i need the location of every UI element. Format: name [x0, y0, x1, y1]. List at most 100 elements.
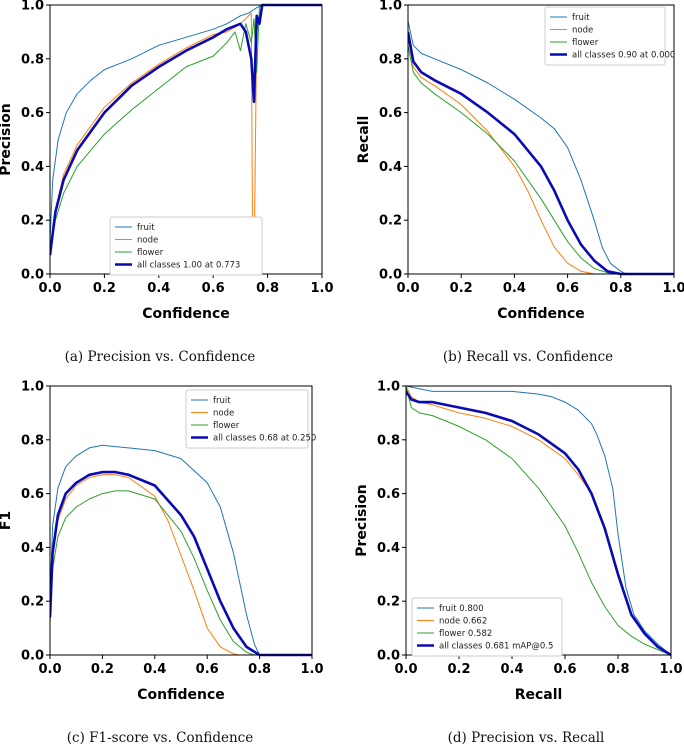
x-axis-label: Confidence: [497, 306, 585, 322]
x-tick-label: 0.2: [447, 662, 470, 677]
series-line-2: [406, 385, 671, 656]
y-tick-label: 0.6: [21, 106, 44, 121]
x-tick-label: 0.8: [248, 662, 271, 677]
y-tick-label: 0.0: [21, 268, 44, 283]
legend-label: node: [213, 409, 234, 419]
legend-label: all classes 1.00 at 0.773: [137, 261, 240, 271]
legend-label: all classes 0.90 at 0.000: [572, 51, 675, 61]
x-tick-label: 0.4: [147, 281, 170, 296]
legend-label: flower: [137, 248, 164, 258]
x-axis-label: Recall: [515, 687, 563, 703]
x-tick-label: 0.6: [553, 662, 576, 677]
y-tick-label: 0.4: [377, 541, 400, 556]
legend-box: [544, 6, 666, 66]
y-tick-label: 0.6: [21, 487, 44, 502]
legend-box: [411, 597, 563, 657]
series-line-3: [408, 31, 674, 276]
y-tick-label: 0.2: [377, 595, 400, 610]
plot-frame: [49, 385, 313, 656]
legend: fruit node flower all classes 1.00 at 0.773: [109, 216, 263, 276]
y-tick-label: 0.0: [21, 649, 44, 664]
series-line-0: [406, 385, 671, 656]
x-tick-label: 1.0: [300, 662, 323, 677]
y-tick-label: 1.0: [379, 0, 402, 14]
series-line-2: [50, 4, 322, 253]
legend-label: flower 0.582: [439, 629, 492, 639]
series-line-0: [50, 444, 312, 656]
y-tick-label: 0.4: [21, 541, 44, 556]
series-group: [408, 20, 674, 276]
y-tick-label: 0.4: [379, 160, 402, 175]
series-line-3: [406, 390, 671, 657]
x-tick-label: 0.6: [556, 281, 579, 296]
legend: fruit node flower all classes 0.90 at 0.000: [544, 6, 675, 66]
legend-label: fruit: [213, 396, 231, 406]
series-line-1: [408, 37, 674, 275]
y-tick-label: 0.6: [377, 487, 400, 502]
y-tick-label: 0.2: [379, 214, 402, 229]
y-tick-label: 0.2: [21, 595, 44, 610]
y-tick-label: 0.8: [379, 52, 402, 67]
x-tick-label: 0.4: [500, 662, 523, 677]
x-tick-label: 1.0: [662, 281, 684, 296]
x-tick-label: 1.0: [659, 662, 682, 677]
series-line-0: [50, 4, 322, 242]
chart-b: 0.0 0.2 0.4 0.6 0.8 1.0 0.0 0.2 0.4 0.6 0.8 1.0 Conf…: [356, 0, 684, 322]
y-tick-label: 0.8: [21, 433, 44, 448]
x-tick-label: 0.8: [606, 662, 629, 677]
y-tick-label: 0.8: [21, 52, 44, 67]
legend-box: [109, 216, 263, 276]
legend-label: all classes 0.68 at 0.250: [213, 434, 316, 444]
series-line-2: [50, 490, 312, 656]
caption-a: (a) Precision vs. Confidence: [64, 349, 256, 365]
series-line-3: [50, 3, 322, 256]
legend: fruit node flower all classes 0.68 at 0.250: [185, 389, 316, 449]
y-tick-label: 0.8: [377, 433, 400, 448]
y-axis-label: Precision: [0, 103, 14, 175]
y-axis-label: F1: [0, 511, 14, 530]
legend-label: fruit 0.800: [439, 604, 484, 614]
x-tick-label: 0.8: [256, 281, 279, 296]
legend-label: flower: [572, 38, 599, 48]
y-tick-label: 0.2: [21, 214, 44, 229]
y-tick-label: 0.0: [377, 649, 400, 664]
y-tick-label: 1.0: [21, 0, 44, 14]
caption-b: (b) Recall vs. Confidence: [442, 349, 614, 365]
legend-label: node: [137, 236, 158, 246]
legend-label: all classes 0.681 mAP@0.5: [439, 642, 553, 652]
x-tick-label: 0.6: [196, 662, 219, 677]
chart-a: 0.0 0.2 0.4 0.6 0.8 1.0 0.0 0.2 0.4 0.6 0.8 1.0 Conf…: [0, 0, 334, 322]
legend-label: node 0.662: [439, 617, 487, 627]
series-group: [50, 3, 322, 275]
x-tick-label: 0.0: [38, 662, 61, 677]
x-axis-label: Confidence: [142, 306, 230, 322]
x-tick-label: 0.0: [396, 281, 419, 296]
legend-box: [185, 389, 309, 449]
y-axis-label: Precision: [354, 484, 370, 556]
series-line-0: [408, 20, 674, 275]
y-tick-label: 1.0: [21, 380, 44, 395]
x-tick-label: 0.0: [394, 662, 417, 677]
y-axis-label: Recall: [356, 116, 372, 164]
y-tick-label: 0.6: [379, 106, 402, 121]
x-tick-label: 0.2: [93, 281, 116, 296]
series-line-1: [50, 474, 312, 656]
chart-d: 0.0 0.2 0.4 0.6 0.8 1.0 0.0 0.2 0.4 0.6 0.8 1.0 Reca…: [354, 380, 683, 704]
x-tick-label: 0.2: [91, 662, 114, 677]
series-group: [50, 444, 312, 657]
legend-label: flower: [213, 421, 240, 431]
x-tick-label: 0.6: [202, 281, 225, 296]
x-tick-label: 1.0: [310, 281, 333, 296]
legend: fruit 0.800 node 0.662 flower 0.582 all cla…: [411, 597, 563, 657]
x-tick-label: 0.0: [38, 281, 61, 296]
chart-c: 0.0 0.2 0.4 0.6 0.8 1.0 0.0 0.2 0.4 0.6 0.8 1.0 Conf…: [0, 380, 324, 704]
series-line-2: [408, 45, 674, 275]
x-tick-label: 0.2: [450, 281, 473, 296]
y-tick-label: 1.0: [377, 380, 400, 395]
x-tick-label: 0.4: [143, 662, 166, 677]
plot-frame: [407, 4, 675, 275]
x-axis-label: Confidence: [137, 687, 225, 703]
x-tick-label: 0.8: [609, 281, 632, 296]
series-line-3: [50, 470, 312, 657]
